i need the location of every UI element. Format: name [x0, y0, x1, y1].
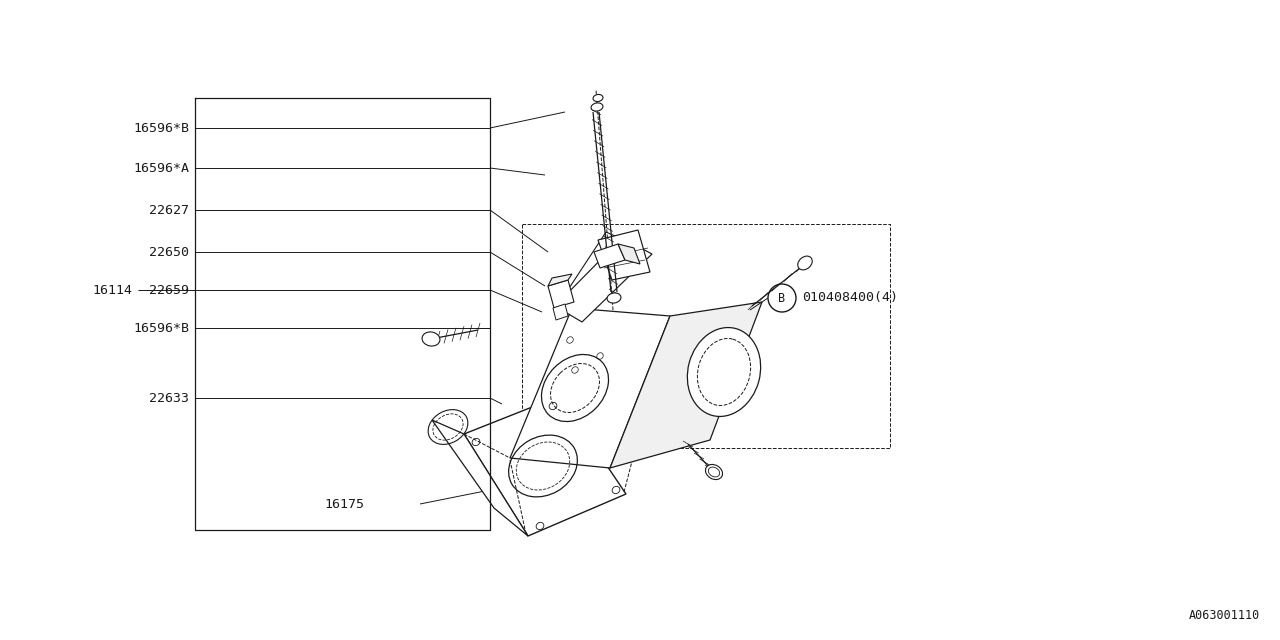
Text: B: B	[778, 291, 786, 305]
Polygon shape	[509, 308, 669, 468]
Text: 16114: 16114	[92, 284, 132, 296]
Polygon shape	[611, 302, 762, 468]
Polygon shape	[433, 420, 529, 536]
Polygon shape	[548, 274, 572, 286]
Ellipse shape	[698, 339, 750, 406]
Polygon shape	[556, 232, 625, 308]
Ellipse shape	[797, 256, 813, 270]
Text: 16175: 16175	[324, 497, 364, 511]
Ellipse shape	[593, 95, 603, 102]
Polygon shape	[465, 396, 626, 536]
Polygon shape	[598, 230, 650, 280]
Polygon shape	[548, 280, 573, 308]
Text: A063001110: A063001110	[1189, 609, 1260, 622]
Text: 16596*B: 16596*B	[133, 122, 189, 134]
Ellipse shape	[607, 293, 621, 303]
Polygon shape	[618, 244, 640, 264]
Text: 22627: 22627	[148, 204, 189, 216]
Text: 22633: 22633	[148, 392, 189, 404]
Ellipse shape	[591, 103, 603, 111]
Polygon shape	[556, 238, 652, 322]
Text: 22659: 22659	[148, 284, 189, 296]
Ellipse shape	[705, 465, 722, 479]
Polygon shape	[553, 304, 568, 320]
Polygon shape	[594, 244, 625, 268]
Text: 16596*B: 16596*B	[133, 321, 189, 335]
Text: 16596*A: 16596*A	[133, 161, 189, 175]
Text: 010408400(4): 010408400(4)	[803, 291, 899, 305]
Ellipse shape	[687, 328, 760, 417]
Ellipse shape	[422, 332, 440, 346]
Text: 22650: 22650	[148, 246, 189, 259]
